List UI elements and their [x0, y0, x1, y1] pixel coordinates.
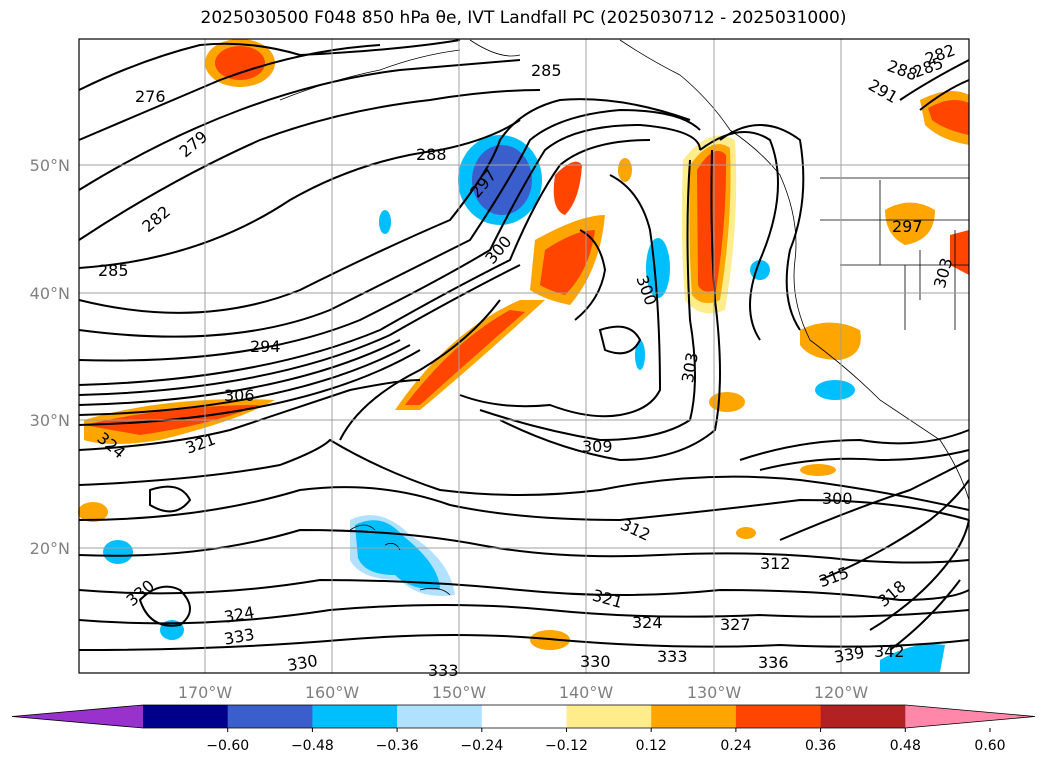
lat-label: 20°N	[30, 539, 70, 558]
colorbar-swatch	[227, 705, 313, 728]
colorbar-swatch	[397, 705, 483, 728]
colorbar-tick-label: −0.36	[376, 738, 419, 754]
contour-label: 333	[657, 647, 688, 666]
colorbar-swatch	[566, 705, 652, 728]
contour-layer	[78, 39, 970, 651]
contour-label: 300	[822, 489, 853, 508]
contour-label: 324	[632, 613, 663, 632]
contour-label: 330	[580, 652, 611, 671]
colorbar-tick-label: −0.12	[545, 738, 588, 754]
colorbar-extension-high	[905, 705, 1035, 728]
lon-label: 150°W	[432, 683, 487, 702]
lon-label: 130°W	[687, 683, 742, 702]
lon-axis: 170°W 160°W 150°W 140°W 130°W 120°W	[178, 683, 869, 702]
lat-axis: 50°N 40°N 30°N 20°N	[30, 156, 70, 558]
colorbar-tick-label: 0.60	[974, 738, 1005, 754]
map-title: 2025030500 F048 850 hPa θe, IVT Landfall…	[200, 8, 847, 28]
contour-label: 312	[760, 554, 791, 573]
contour-label: 342	[874, 642, 905, 661]
contour-label: 336	[758, 653, 789, 672]
contour-label: 276	[135, 87, 166, 106]
lon-label: 160°W	[305, 683, 360, 702]
colorbar-tick-label: 0.12	[636, 738, 667, 754]
contour-label: 309	[582, 437, 613, 456]
plot-frame	[78, 38, 970, 674]
contour-label: 333	[428, 661, 459, 680]
contour-label: 285	[98, 261, 129, 280]
lon-label: 120°W	[814, 683, 869, 702]
lat-label: 50°N	[30, 156, 70, 175]
colorbar-swatch	[143, 705, 229, 728]
colorbar-tick-label: 0.24	[720, 738, 751, 754]
lat-label: 40°N	[30, 284, 70, 303]
contour-label: 294	[250, 337, 281, 356]
graticule	[79, 39, 969, 673]
contour-label: 306	[224, 386, 255, 405]
colorbar-outline	[11, 704, 1036, 729]
lon-label: 140°W	[559, 683, 614, 702]
contour-label: 297	[892, 217, 923, 236]
lat-label: 30°N	[30, 411, 70, 430]
colorbar-tick-label: −0.60	[206, 738, 249, 754]
colorbar-extension-low	[12, 705, 143, 728]
colorbar: −0.60 −0.48 −0.36 −0.24 −0.12 0.12 0.24 0.36 0.4…	[11, 704, 1036, 754]
colorbar-tick-label: 0.48	[890, 738, 921, 754]
contour-label: 327	[720, 615, 751, 634]
colorbar-swatch	[481, 705, 567, 728]
colorbar-swatch	[820, 705, 906, 728]
colorbar-tick-label: 0.36	[805, 738, 836, 754]
lon-label: 170°W	[178, 683, 233, 702]
contour-label: 285	[531, 61, 562, 80]
colorbar-swatch	[651, 705, 737, 728]
colorbar-tick-label: −0.24	[460, 738, 503, 754]
colorbar-swatch	[735, 705, 822, 728]
colorbar-swatch	[312, 705, 398, 728]
colorbar-tick-label: −0.48	[291, 738, 334, 754]
contour-label: 288	[416, 145, 447, 164]
